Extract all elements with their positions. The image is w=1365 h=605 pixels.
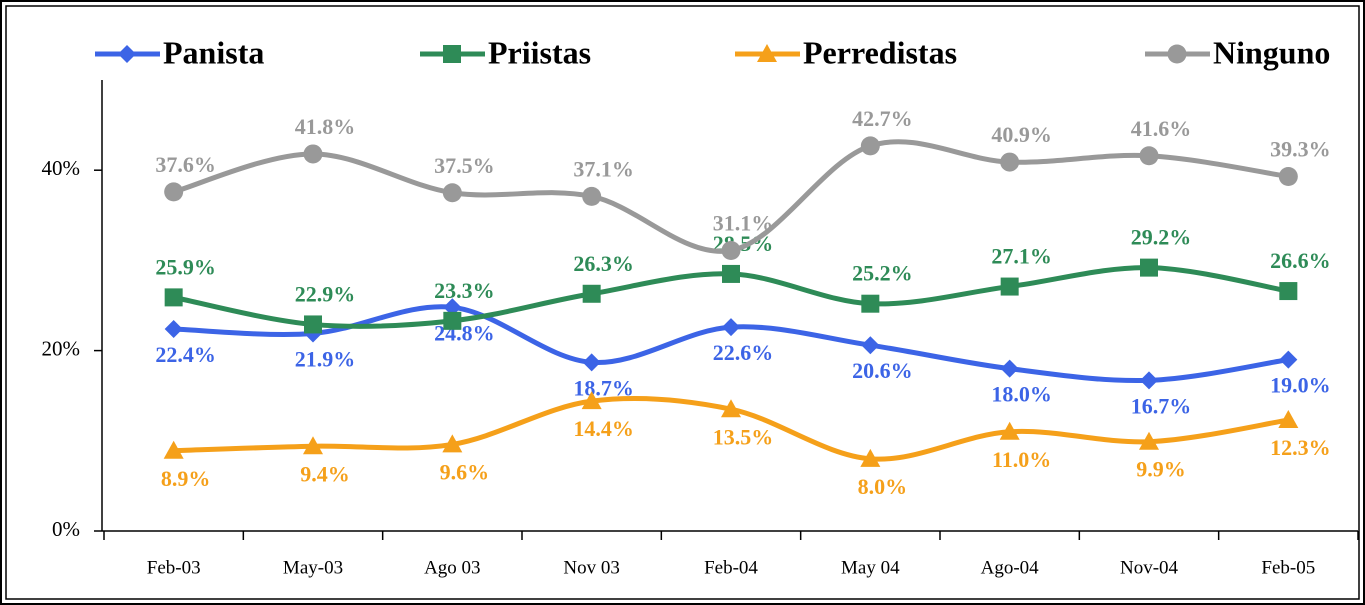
- data-point: [1278, 167, 1298, 187]
- data-point: [163, 440, 184, 459]
- legend-marker: [1167, 44, 1187, 64]
- data-point: [1140, 258, 1158, 277]
- data-label: 16.7%: [1131, 393, 1192, 418]
- legend-label: Priistas: [488, 34, 591, 70]
- data-point: [860, 448, 881, 467]
- data-label: 40.9%: [991, 122, 1052, 147]
- x-tick-label: May 04: [841, 557, 900, 578]
- data-point: [581, 391, 602, 410]
- data-point: [164, 182, 184, 202]
- data-point: [443, 298, 462, 317]
- data-point: [304, 315, 322, 334]
- legend-marker: [443, 45, 461, 63]
- y-tick-label: 0%: [52, 517, 80, 541]
- x-tick-label: Ago-04: [981, 557, 1040, 578]
- data-point: [1000, 359, 1019, 378]
- data-label: 9.9%: [1136, 457, 1186, 482]
- x-tick-label: Ago 03: [424, 557, 480, 578]
- data-point: [582, 353, 601, 372]
- data-label: 20.6%: [852, 358, 913, 383]
- y-tick-label: 40%: [42, 156, 81, 180]
- legend-marker: [118, 45, 136, 63]
- inner-frame: [5, 5, 1360, 600]
- legend-marker: [757, 44, 777, 62]
- data-point: [1279, 350, 1298, 369]
- data-label: 27.1%: [991, 244, 1052, 269]
- x-tick-label: Feb-03: [147, 557, 201, 578]
- data-point: [1278, 410, 1299, 429]
- legend-label: Panista: [163, 34, 264, 70]
- data-label: 22.6%: [713, 340, 774, 365]
- data-label: 26.6%: [1270, 248, 1331, 273]
- data-point: [582, 186, 602, 206]
- x-tick-label: Nov 03: [563, 557, 619, 578]
- legend-label: Perredistas: [803, 34, 957, 70]
- x-tick-label: May-03: [283, 557, 343, 578]
- data-point: [1140, 371, 1158, 390]
- data-label: 8.9%: [161, 466, 211, 491]
- data-label: 26.3%: [573, 251, 634, 276]
- x-tick-label: Feb-05: [1261, 557, 1315, 578]
- data-label: 13.5%: [713, 424, 774, 449]
- legend-label: Ninguno: [1213, 34, 1330, 70]
- data-point: [861, 336, 880, 355]
- data-label: 19.0%: [1270, 373, 1331, 398]
- x-tick-label: Feb-04: [704, 557, 758, 578]
- data-point: [1000, 152, 1020, 172]
- y-tick-label: 20%: [42, 336, 81, 360]
- data-point: [860, 136, 880, 156]
- data-label: 11.0%: [992, 447, 1051, 472]
- data-point: [1139, 146, 1159, 166]
- data-label: 22.4%: [155, 342, 216, 367]
- data-label: 42.7%: [852, 106, 913, 131]
- data-label: 23.3%: [434, 278, 495, 303]
- data-point: [1139, 431, 1159, 450]
- data-label: 8.0%: [858, 474, 908, 499]
- data-label: 12.3%: [1270, 435, 1331, 460]
- data-label: 9.4%: [300, 461, 350, 486]
- data-point: [442, 183, 462, 203]
- data-point: [1000, 277, 1019, 296]
- data-label: 39.3%: [1270, 137, 1331, 162]
- data-label: 25.2%: [852, 261, 913, 286]
- data-label: 37.5%: [434, 153, 495, 178]
- data-label: 21.9%: [295, 347, 356, 372]
- data-point: [1279, 282, 1298, 301]
- data-label: 22.9%: [295, 281, 356, 306]
- x-tick-label: Nov-04: [1120, 557, 1179, 578]
- data-point: [303, 436, 323, 455]
- data-point: [721, 240, 741, 260]
- data-label: 37.1%: [573, 156, 634, 181]
- data-point: [582, 284, 601, 303]
- data-label: 29.2%: [1131, 225, 1192, 250]
- data-label: 14.4%: [573, 416, 634, 441]
- data-point: [164, 319, 183, 338]
- data-point: [999, 421, 1020, 440]
- data-point: [303, 144, 323, 164]
- data-point: [443, 311, 462, 330]
- data-point: [722, 318, 740, 337]
- data-point: [164, 288, 183, 307]
- data-label: 37.6%: [155, 152, 216, 177]
- data-point: [721, 399, 741, 418]
- data-point: [442, 434, 463, 453]
- data-label: 31.1%: [713, 211, 774, 236]
- data-label: 41.6%: [1131, 116, 1192, 141]
- data-label: 18.0%: [991, 382, 1052, 407]
- data-point: [722, 264, 740, 283]
- data-label: 9.6%: [440, 459, 490, 484]
- data-label: 25.9%: [155, 254, 216, 279]
- data-point: [861, 294, 880, 313]
- data-label: 41.8%: [295, 114, 356, 139]
